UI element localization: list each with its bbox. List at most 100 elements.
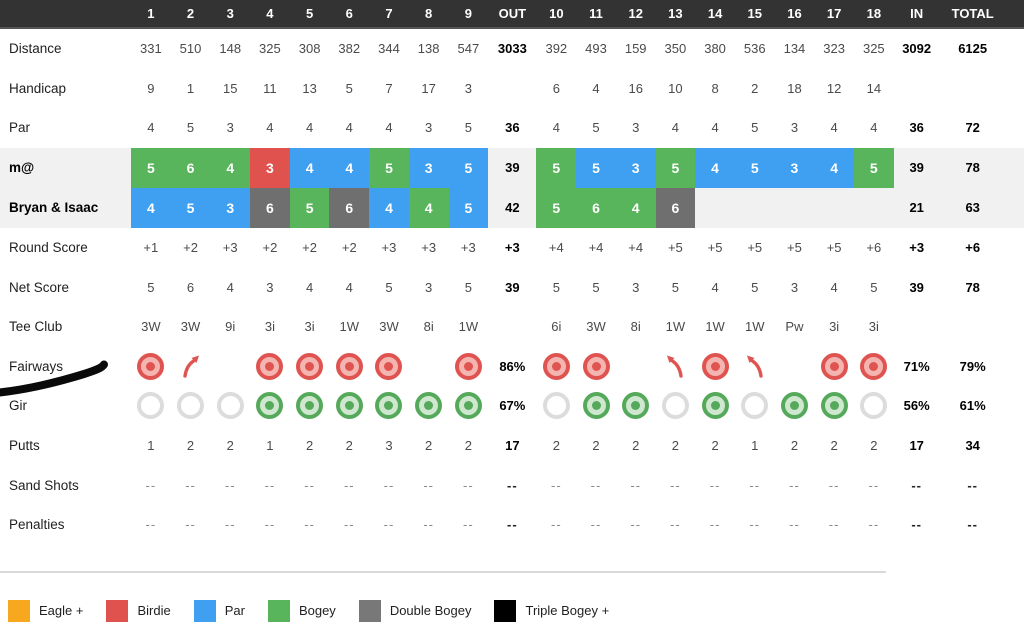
handicap-h13: 10 xyxy=(668,80,683,96)
par-h14: 4 xyxy=(711,120,719,136)
score-cell-player-bryan-isaac-h7[interactable]: 4 xyxy=(369,187,409,228)
score-cell-player-bryan-isaac-h9[interactable]: 5 xyxy=(448,187,489,228)
gir-in: 56% xyxy=(903,398,930,414)
distance-h7: 344 xyxy=(378,41,400,57)
par-label: Par xyxy=(9,120,31,136)
sand-shots-h16: -- xyxy=(789,477,800,493)
net-score-h3: 4 xyxy=(226,279,234,295)
header-hole-10: 10 xyxy=(549,6,564,21)
score-cell-player-m-h15[interactable]: 5 xyxy=(734,147,775,188)
tee-club-h11: 3W xyxy=(586,319,606,335)
fairways-h3 xyxy=(210,347,250,387)
fairways-h4 xyxy=(250,347,290,387)
net-score-h9: 5 xyxy=(464,279,472,295)
score-cell-player-m-h8[interactable]: 3 xyxy=(408,147,449,188)
score-cell-player-bryan-isaac-h13[interactable]: 6 xyxy=(655,187,696,228)
header-hole-8: 8 xyxy=(425,6,433,21)
score-cell-player-bryan-isaac-h10[interactable]: 5 xyxy=(536,187,577,228)
score-cell-player-bryan-isaac-h4[interactable]: 6 xyxy=(250,187,290,228)
tee-club-in xyxy=(894,307,940,347)
handicap-h8: 17 xyxy=(421,80,436,96)
round-score-h9: +3 xyxy=(460,240,476,256)
fairways-h6 xyxy=(329,347,369,387)
row-tee-club: Tee Club 3W 3W 9i 3i 3i 1W 3W 8i 1W 6i 3W 8i 1W 1W 1W Pw… xyxy=(0,307,1024,347)
player-bryan-isaac-h5: 5 xyxy=(289,187,330,228)
fairways-h11 xyxy=(576,347,616,387)
putts-h9: 2 xyxy=(464,438,472,454)
handicap-h9: 3 xyxy=(464,80,472,96)
score-cell-player-m-h12[interactable]: 3 xyxy=(615,147,656,188)
score-cell-player-m-h11[interactable]: 5 xyxy=(576,147,616,188)
score-cell-player-m-h4[interactable]: 3 xyxy=(250,147,290,188)
distance-h16: 134 xyxy=(783,41,806,57)
par-h15: 5 xyxy=(751,120,759,136)
score-cell-player-m-h5[interactable]: 4 xyxy=(289,147,330,188)
player-m-in: 39 xyxy=(909,160,924,176)
sand-shots-h11: -- xyxy=(590,477,602,493)
row-player-m: m@ 5 6 4 3 4 4 5 3 5 39 5 5 3 5 4 5 3 4 5 39 78 xyxy=(0,147,1024,188)
player-m-h3: 4 xyxy=(210,147,251,188)
legend-item-birdie: Birdie xyxy=(106,599,171,622)
putts-in: 17 xyxy=(909,438,924,454)
fairway-miss-left-arrow-icon xyxy=(746,355,763,379)
round-score-label: Round Score xyxy=(9,240,88,256)
score-cell-player-m-h17[interactable]: 4 xyxy=(814,147,854,188)
score-cell-player-bryan-isaac-h12[interactable]: 4 xyxy=(615,187,656,228)
fairway-hit-icon xyxy=(137,352,165,380)
putts-h16: 2 xyxy=(790,438,799,454)
legend-swatch-icon xyxy=(494,599,517,622)
sand-shots-h18: -- xyxy=(868,477,880,493)
par-out: 36 xyxy=(505,120,520,136)
score-cell-player-bryan-isaac-h8[interactable]: 4 xyxy=(408,187,449,228)
round-score-h5: +2 xyxy=(302,240,317,256)
score-cell-player-m-h7[interactable]: 5 xyxy=(369,147,409,188)
gir-h17 xyxy=(814,386,854,426)
score-cell-player-bryan-isaac-h11[interactable]: 6 xyxy=(576,187,616,228)
score-cell-player-m-h3[interactable]: 4 xyxy=(210,147,251,188)
player-bryan-isaac-h15 xyxy=(735,188,775,228)
sand-shots-h6: -- xyxy=(343,477,355,493)
penalties-h13: -- xyxy=(670,517,681,533)
fairways-h9 xyxy=(449,347,489,387)
handicap-h15: 2 xyxy=(751,80,759,96)
score-cell-player-m-h2[interactable]: 6 xyxy=(170,147,211,188)
score-cell-player-bryan-isaac-h2[interactable]: 5 xyxy=(170,187,211,228)
score-cell-player-m-h14[interactable]: 4 xyxy=(695,147,735,188)
penalties-h8: -- xyxy=(423,517,434,533)
score-cell-player-m-h10[interactable]: 5 xyxy=(536,147,577,188)
gir-h5 xyxy=(290,386,330,426)
score-cell-player-bryan-isaac-h3[interactable]: 3 xyxy=(210,187,251,228)
player-m-h2: 6 xyxy=(170,147,211,188)
penalties-out: -- xyxy=(507,517,518,533)
score-cell-player-m-h6[interactable]: 4 xyxy=(329,147,370,188)
net-score-h5: 4 xyxy=(305,279,314,295)
player-m-h7: 5 xyxy=(369,147,409,188)
score-cell-player-m-h16[interactable]: 3 xyxy=(774,147,815,188)
net-score-h12: 3 xyxy=(632,279,640,295)
score-cell-player-bryan-isaac-h6[interactable]: 6 xyxy=(329,187,370,228)
score-cell-player-m-h9[interactable]: 5 xyxy=(448,147,489,188)
par-in: 36 xyxy=(909,120,924,136)
score-cell-player-bryan-isaac-h5[interactable]: 5 xyxy=(289,187,330,228)
score-cell-player-m-h18[interactable]: 5 xyxy=(853,147,894,188)
score-cell-player-m-h1[interactable]: 5 xyxy=(131,147,171,188)
scorecard-rows: Distance 331 510 148 325 308 382 344 138 547 3033 3… xyxy=(0,29,1024,545)
header-in: IN xyxy=(910,6,924,21)
score-cell-player-bryan-isaac-h1[interactable]: 4 xyxy=(131,187,171,228)
distance-h5: 308 xyxy=(298,41,321,57)
player-bryan-isaac-label: Bryan & Isaac xyxy=(9,200,99,216)
gir-h15 xyxy=(735,386,775,426)
net-score-h14: 4 xyxy=(711,279,719,295)
score-cell-player-m-h13[interactable]: 5 xyxy=(655,147,696,188)
player-m-h14: 4 xyxy=(695,147,735,188)
player-m-h9: 5 xyxy=(448,147,489,188)
legend-swatch-icon xyxy=(8,599,30,622)
par-h16: 3 xyxy=(790,120,799,136)
legend-swatch-icon xyxy=(106,599,129,622)
tee-club-h14: 1W xyxy=(705,319,725,335)
round-score-h12: +4 xyxy=(628,240,644,256)
handicap-h7: 7 xyxy=(385,80,393,96)
distance-h1: 331 xyxy=(139,41,162,57)
distance-in: 3092 xyxy=(902,41,932,57)
